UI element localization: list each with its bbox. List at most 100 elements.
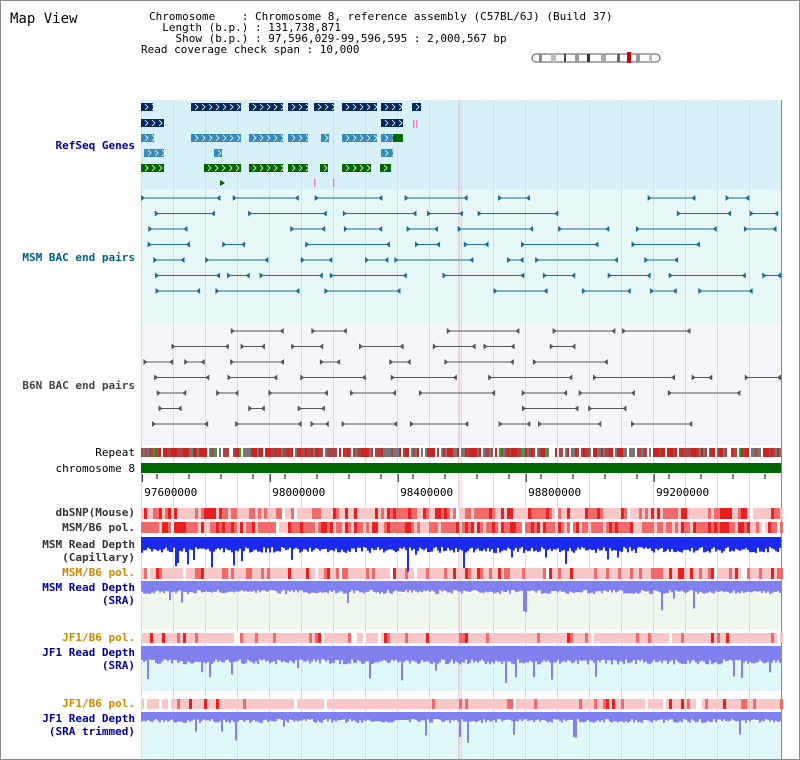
pol-cell: [663, 699, 666, 709]
repeat-element: [647, 448, 649, 457]
pol-cell: [438, 522, 441, 533]
depth-bar: [477, 712, 479, 722]
depth-bar: [333, 537, 335, 552]
repeat-element: [501, 448, 503, 457]
pol-cell: [312, 633, 315, 643]
strand-arrow: [291, 103, 296, 111]
depth-bar: [465, 537, 467, 553]
depth-bar: [613, 712, 615, 722]
depth-bar: [659, 646, 661, 661]
pol-cell: [378, 522, 381, 533]
depth-bar: [761, 646, 763, 662]
depth-bar: [445, 712, 447, 721]
depth-bar: [633, 646, 635, 661]
repeat-element: [295, 448, 297, 457]
depth-bar: [573, 581, 575, 593]
pol-cell: [777, 568, 780, 579]
depth-bar: [587, 537, 589, 551]
pol-cell: [258, 568, 261, 579]
depth-bar: [471, 646, 473, 660]
depth-bar: [425, 646, 427, 662]
depth-bar: [575, 537, 577, 551]
depth-bar: [199, 646, 201, 662]
depth-bar: [473, 712, 475, 721]
depth-bar: [511, 537, 513, 558]
strand-arrow: [398, 119, 403, 127]
pol-cell: [723, 699, 726, 709]
depth-bar: [391, 646, 393, 660]
depth-bar: [613, 646, 615, 660]
pol-cell: [489, 633, 492, 643]
bac-end-marker: [264, 257, 269, 263]
repeat-element: [657, 448, 659, 457]
depth-bar: [707, 712, 709, 721]
pol-cell: [732, 522, 735, 533]
depth-bar: [731, 646, 733, 661]
pol-cell: [174, 508, 177, 519]
pol-cell: [651, 508, 654, 519]
pol-cell: [558, 633, 561, 643]
pol-cell: [627, 522, 630, 533]
depth-bar: [739, 581, 741, 594]
pol-cell: [204, 633, 207, 643]
pol-cell: [201, 568, 204, 579]
depth-bar: [541, 712, 543, 721]
pol-cell: [186, 568, 189, 579]
chromosome-ideogram[interactable]: [531, 51, 661, 63]
depth-bar: [737, 537, 739, 550]
depth-bar: [203, 646, 205, 663]
msm-bac-pairs: [141, 195, 781, 294]
depth-bar: [267, 712, 269, 723]
depth-bar: [257, 646, 259, 665]
pol-cell: [759, 699, 762, 709]
depth-bar: [195, 537, 197, 548]
depth-bar: [177, 646, 179, 663]
depth-bar: [213, 537, 215, 552]
depth-bar: [659, 712, 661, 720]
depth-bar: [551, 537, 553, 551]
repeat-element: [429, 448, 431, 457]
pol-cell: [714, 508, 717, 519]
depth-bar: [315, 537, 317, 549]
repeat-element: [465, 448, 467, 457]
depth-bar: [567, 646, 569, 661]
pol-cell: [276, 522, 279, 533]
depth-bar: [267, 581, 269, 592]
repeat-element: [323, 448, 325, 457]
pol-cell: [777, 522, 780, 533]
depth-bar: [619, 712, 621, 722]
pol-cell: [705, 699, 708, 709]
repeat-element: [379, 448, 381, 457]
pol-cell: [324, 522, 327, 533]
repeat-element: [341, 448, 343, 457]
pol-cell: [378, 699, 381, 709]
depth-bar: [405, 712, 407, 721]
depth-bar: [651, 646, 653, 663]
depth-bar: [337, 646, 339, 661]
depth-bar: [223, 537, 225, 553]
pol-cell: [198, 633, 201, 643]
pol-cell: [195, 522, 198, 533]
bac-end-marker: [558, 226, 563, 232]
bac-end-marker: [320, 405, 325, 412]
pol-cell: [756, 508, 759, 519]
pol-cell: [600, 508, 603, 519]
depth-bar: [445, 537, 447, 551]
pol-cell: [534, 699, 537, 709]
pol-cell: [753, 699, 756, 709]
depth-bar: [561, 712, 563, 723]
pol-cell: [384, 522, 387, 533]
strand-arrow: [151, 103, 156, 111]
depth-bar: [663, 712, 665, 723]
pol-cell: [750, 699, 753, 709]
pol-cell: [591, 508, 594, 519]
pol-cell: [666, 522, 669, 533]
depth-bar: [281, 646, 283, 663]
depth-bar: [481, 646, 483, 660]
length-line: Length (b.p.) : 131,738,871: [149, 21, 342, 34]
depth-bar: [583, 537, 585, 549]
repeat-element: [603, 448, 605, 457]
pol-cell: [684, 633, 687, 643]
pol-cell: [234, 633, 237, 643]
